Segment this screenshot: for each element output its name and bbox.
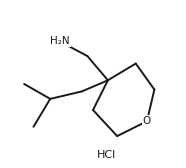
Text: HCl: HCl	[96, 150, 116, 160]
Text: H₂N: H₂N	[50, 36, 69, 46]
Text: O: O	[143, 116, 151, 126]
